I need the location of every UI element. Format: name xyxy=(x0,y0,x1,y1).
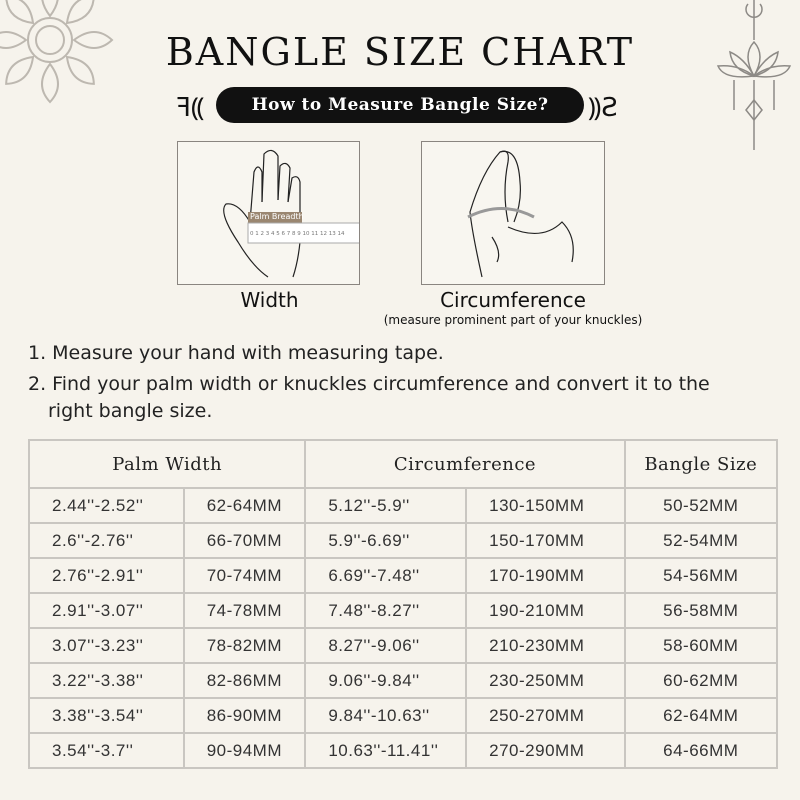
circumference-mm-cell: 150-170MM xyxy=(465,522,626,559)
header-palm-width: Palm Width xyxy=(27,439,307,489)
circumference-inches-cell: 10.63''-11.41'' xyxy=(304,732,468,769)
table-row: 2.91''-3.07'' 74-78MM 7.48''-8.27'' 190-210… xyxy=(28,592,779,629)
header-bangle-size: Bangle Size xyxy=(623,439,779,489)
table-row: 3.54''-3.7'' 90-94MM 10.63''-11.41'' 270-29… xyxy=(28,732,779,769)
circumference-mm-cell: 170-190MM xyxy=(465,557,626,594)
circumference-mm-cell: 270-290MM xyxy=(465,732,626,769)
width-illustration: Palm Breadth 0 1 2 3 4 5 6 7 8 9 10 11 1… xyxy=(177,141,360,285)
table-row: 3.22''-3.38'' 82-86MM 9.06''-9.84'' 230-250… xyxy=(28,662,779,699)
circumference-inches-cell: 8.27''-9.06'' xyxy=(304,627,468,664)
circumference-note: (measure prominent part of your knuckles… xyxy=(383,313,643,327)
page-title: BANGLE SIZE CHART xyxy=(165,30,635,74)
step-2-continued: right bangle size. xyxy=(48,400,213,422)
bangle-size-cell: 60-62MM xyxy=(623,662,779,699)
palm-width-inches-cell: 2.76''-2.91'' xyxy=(28,557,185,594)
circumference-inches-cell: 5.9''-6.69'' xyxy=(304,522,468,559)
open-hand-icon xyxy=(223,149,359,278)
width-caption: Width xyxy=(240,288,299,312)
table-row: 3.38''-3.54'' 86-90MM 9.84''-10.63'' 250-27… xyxy=(28,697,779,734)
bangle-size-cell: 52-54MM xyxy=(623,522,779,559)
bangle-size-cell: 50-52MM xyxy=(623,487,779,524)
palm-width-mm-cell: 86-90MM xyxy=(182,697,307,734)
palm-width-mm-cell: 74-78MM xyxy=(182,592,307,629)
palm-width-mm-cell: 78-82MM xyxy=(182,627,307,664)
swirl-right-icon: ⸩Ƨ xyxy=(588,93,618,123)
circumference-inches-cell: 9.84''-10.63'' xyxy=(304,697,468,734)
circumference-inches-cell: 5.12''-5.9'' xyxy=(304,487,468,524)
bangle-size-cell: 64-66MM xyxy=(623,732,779,769)
circumference-illustration xyxy=(421,141,605,285)
lotus-decoration-icon xyxy=(716,0,792,150)
bangle-size-cell: 62-64MM xyxy=(623,697,779,734)
circumference-mm-cell: 250-270MM xyxy=(465,697,626,734)
table-header-row: Palm Width Circumference Bangle Size xyxy=(27,439,779,489)
header-circumference: Circumference xyxy=(304,439,626,489)
palm-width-inches-cell: 3.38''-3.54'' xyxy=(28,697,185,734)
hand-measuring-icon xyxy=(467,150,574,278)
palm-width-inches-cell: 3.22''-3.38'' xyxy=(28,662,185,699)
table-row: 2.76''-2.91'' 70-74MM 6.69''-7.48'' 170-190… xyxy=(28,557,779,594)
palm-width-inches-cell: 3.54''-3.7'' xyxy=(28,732,185,769)
bangle-size-cell: 56-58MM xyxy=(623,592,779,629)
table-row: 2.44''-2.52'' 62-64MM 5.12''-5.9'' 130-150M… xyxy=(28,487,779,524)
bangle-size-cell: 54-56MM xyxy=(623,557,779,594)
palm-width-mm-cell: 70-74MM xyxy=(182,557,307,594)
table-row: 3.07''-3.23'' 78-82MM 8.27''-9.06'' 210-230… xyxy=(28,627,779,664)
circumference-mm-cell: 210-230MM xyxy=(465,627,626,664)
step-1: 1. Measure your hand with measuring tape… xyxy=(28,342,444,364)
circumference-inches-cell: 9.06''-9.84'' xyxy=(304,662,468,699)
circumference-inches-cell: 7.48''-8.27'' xyxy=(304,592,468,629)
palm-width-inches-cell: 2.6''-2.76'' xyxy=(28,522,185,559)
palm-width-mm-cell: 90-94MM xyxy=(182,732,307,769)
bangle-size-cell: 58-60MM xyxy=(623,627,779,664)
table-row: 2.6''-2.76'' 66-70MM 5.9''-6.69'' 150-170MM… xyxy=(28,522,779,559)
palm-width-inches-cell: 3.07''-3.23'' xyxy=(28,627,185,664)
mandala-decoration-icon xyxy=(0,0,113,103)
circumference-caption: Circumference xyxy=(440,288,586,312)
subtitle-pill: How to Measure Bangle Size? xyxy=(216,87,584,123)
palm-width-inches-cell: 2.44''-2.52'' xyxy=(28,487,185,524)
circumference-mm-cell: 130-150MM xyxy=(465,487,626,524)
palm-width-mm-cell: 82-86MM xyxy=(182,662,307,699)
ruler-ticks: 0 1 2 3 4 5 6 7 8 9 10 11 12 13 14 xyxy=(250,231,345,237)
step-2: 2. Find your palm width or knuckles circ… xyxy=(28,373,710,395)
palm-breadth-label: Palm Breadth xyxy=(250,212,304,221)
circumference-mm-cell: 190-210MM xyxy=(465,592,626,629)
swirl-left-icon: ꟻ⸨ xyxy=(176,93,205,123)
palm-width-mm-cell: 66-70MM xyxy=(182,522,307,559)
palm-width-inches-cell: 2.91''-3.07'' xyxy=(28,592,185,629)
circumference-inches-cell: 6.69''-7.48'' xyxy=(304,557,468,594)
size-table: Palm Width Circumference Bangle Size 2.4… xyxy=(27,439,779,769)
circumference-mm-cell: 230-250MM xyxy=(465,662,626,699)
palm-width-mm-cell: 62-64MM xyxy=(182,487,307,524)
